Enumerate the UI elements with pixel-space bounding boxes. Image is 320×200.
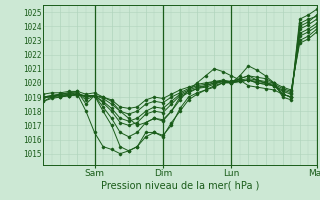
X-axis label: Pression niveau de la mer( hPa ): Pression niveau de la mer( hPa )	[101, 181, 259, 191]
